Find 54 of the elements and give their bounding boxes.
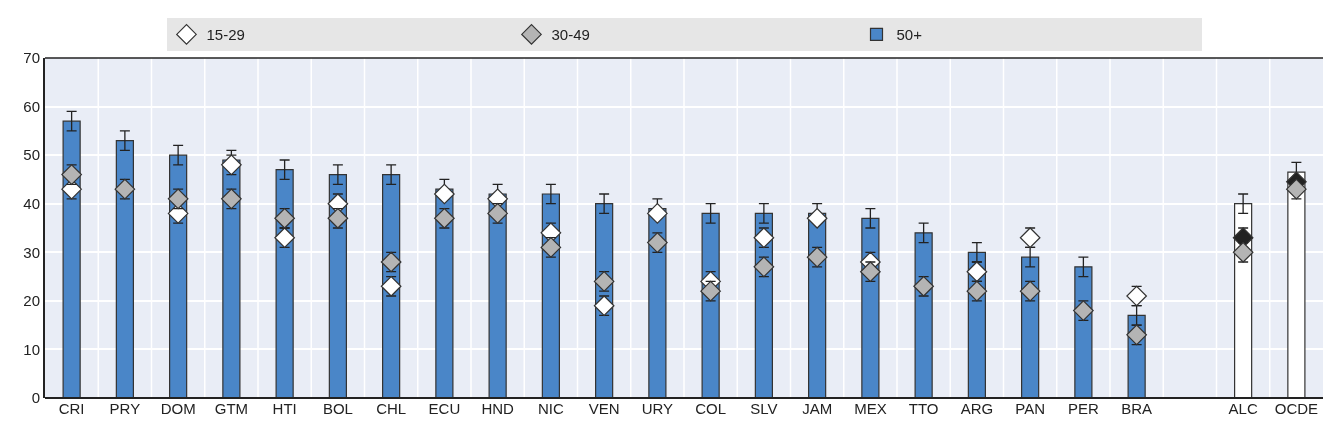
x-tick-label: JAM xyxy=(802,400,833,417)
legend-label: 50+ xyxy=(896,26,923,44)
x-tick-label: MEX xyxy=(854,400,887,417)
point xyxy=(647,203,668,224)
x-tick-label: PER xyxy=(1067,400,1099,417)
legend-label: 30-49 xyxy=(551,26,590,44)
x-tick-label: DOM xyxy=(160,400,196,417)
point xyxy=(540,237,562,258)
point xyxy=(114,178,136,200)
x-tick-label: GTM xyxy=(214,400,249,417)
point xyxy=(753,256,775,278)
x-tick-label: HND xyxy=(481,400,515,417)
x-tick-label: PAN xyxy=(1015,400,1045,417)
x-tick-label: CRI xyxy=(58,400,85,417)
x-tick-label: CHL xyxy=(376,400,407,417)
y-tick-label: 70 xyxy=(23,49,40,67)
point xyxy=(380,251,402,273)
x-tick-label: COL xyxy=(695,400,727,417)
x-tick-label: ALC xyxy=(1228,400,1258,417)
y-tick-label: 10 xyxy=(23,340,40,358)
point xyxy=(593,295,615,317)
legend-label: 15-29 xyxy=(206,26,245,44)
x-tick-label: PRY xyxy=(109,400,141,417)
x-tick-label: HTI xyxy=(272,400,297,417)
x-tick-label: ARG xyxy=(960,400,994,417)
y-tick-label: 0 xyxy=(31,389,40,407)
x-tick-label: TTO xyxy=(908,400,939,417)
point xyxy=(1019,227,1041,249)
y-tick-label: 20 xyxy=(23,292,40,310)
x-tick-label: VEN xyxy=(588,400,620,417)
y-tick-label: 60 xyxy=(23,97,40,115)
x-tick-label: OCDE xyxy=(1274,400,1319,417)
point xyxy=(806,246,828,268)
x-tick-label: URY xyxy=(641,400,674,417)
point xyxy=(1232,241,1254,263)
point xyxy=(434,183,455,205)
x-tick-label: ECU xyxy=(428,400,461,417)
x-tick-label: BRA xyxy=(1121,400,1153,417)
y-tick-label: 50 xyxy=(23,146,40,164)
point xyxy=(593,271,615,292)
point xyxy=(753,227,775,249)
x-tick-label: BOL xyxy=(322,400,353,417)
x-tick-label: NIC xyxy=(537,400,564,417)
bar xyxy=(115,139,134,398)
point xyxy=(966,280,988,302)
point xyxy=(1019,280,1041,302)
point xyxy=(380,275,402,297)
point xyxy=(327,207,349,229)
y-tick-label: 30 xyxy=(23,243,40,261)
point xyxy=(966,261,988,283)
point xyxy=(806,207,828,229)
y-tick-label: 40 xyxy=(23,194,40,212)
x-tick-label: SLV xyxy=(750,400,778,417)
point xyxy=(167,188,189,210)
